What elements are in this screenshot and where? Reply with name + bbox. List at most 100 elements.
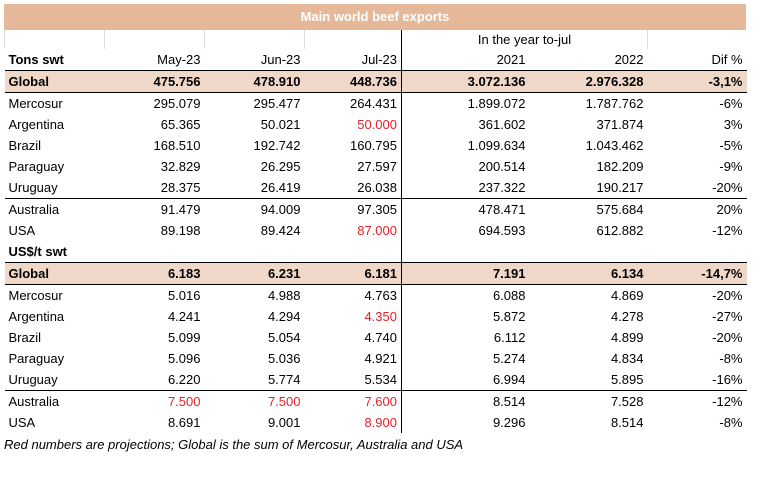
cell: 237.322 bbox=[478, 180, 526, 195]
cell: 4.241 bbox=[167, 309, 201, 324]
cell: 478.471 bbox=[401, 198, 530, 220]
cell: 4.834 bbox=[610, 351, 644, 366]
row-label: Argentina bbox=[8, 117, 65, 132]
data-row: Uruguay 6.220 5.774 5.534 6.994 5.895 -16% bbox=[5, 369, 747, 391]
cell: 200.514 bbox=[478, 159, 526, 174]
cell: 5.016 bbox=[167, 288, 201, 303]
cell: 7.191 bbox=[401, 262, 530, 285]
cell: 612.882 bbox=[596, 223, 644, 238]
cell: 91.479 bbox=[104, 198, 205, 220]
header-cell bbox=[647, 241, 747, 263]
cell: 4.278 bbox=[610, 309, 644, 324]
table-container: Main world beef exports In the year to-j… bbox=[4, 4, 747, 452]
cell: 192.742 bbox=[253, 138, 301, 153]
cell: -8% bbox=[719, 415, 743, 430]
cell: 4.740 bbox=[304, 327, 402, 348]
cell: 32.829 bbox=[160, 159, 201, 174]
header-cell: Tons swt bbox=[4, 49, 105, 71]
cell: 26.419 bbox=[260, 180, 301, 195]
cell: -9% bbox=[719, 159, 743, 174]
row-label: Global bbox=[4, 70, 105, 93]
header-cell bbox=[104, 241, 205, 263]
cell: 87.000 bbox=[304, 220, 402, 241]
cell: 6.994 bbox=[492, 372, 526, 387]
data-row: Argentina 4.241 4.294 4.350 5.872 4.278 -27% bbox=[5, 306, 747, 327]
cell: 6.183 bbox=[104, 262, 205, 285]
cell: -8% bbox=[719, 351, 743, 366]
cell: 1.899.072 bbox=[467, 96, 526, 111]
cell: 97.305 bbox=[304, 198, 402, 220]
cell: 7.500 bbox=[104, 390, 205, 412]
cell: 182.209 bbox=[596, 159, 644, 174]
data-row: USA 8.691 9.001 8.900 9.296 8.514 -8% bbox=[5, 412, 747, 433]
cell: 4.294 bbox=[267, 309, 301, 324]
header-cell bbox=[529, 241, 648, 263]
cell: 89.198 bbox=[160, 223, 201, 238]
header-cell: 2021 bbox=[401, 49, 530, 71]
cell: 6.088 bbox=[492, 288, 526, 303]
cell: 26.038 bbox=[304, 177, 402, 199]
row-label: Brazil bbox=[8, 138, 42, 153]
cell: 160.795 bbox=[304, 135, 402, 156]
row-label: USA bbox=[8, 223, 36, 238]
cell: 4.763 bbox=[304, 284, 402, 306]
cell: 28.375 bbox=[160, 180, 201, 195]
cell: 4.869 bbox=[610, 288, 644, 303]
cell: 3% bbox=[723, 117, 743, 132]
cell: 264.431 bbox=[304, 92, 402, 114]
cell: 5.534 bbox=[304, 369, 402, 391]
cell: 20% bbox=[647, 198, 747, 220]
cell: 5.096 bbox=[167, 351, 201, 366]
cell: 6.220 bbox=[167, 372, 201, 387]
cell: 1.043.462 bbox=[585, 138, 644, 153]
period-label: In the year to-jul bbox=[401, 30, 648, 49]
cell: 448.736 bbox=[304, 70, 402, 93]
cell: 4.921 bbox=[304, 348, 402, 369]
cell: 94.009 bbox=[204, 198, 305, 220]
data-row: Mercosur 5.016 4.988 4.763 6.088 4.869 -20% bbox=[5, 284, 747, 306]
cell: 5.774 bbox=[267, 372, 301, 387]
cell: 5.895 bbox=[610, 372, 644, 387]
header-row: Tons swt May-23 Jun-23 Jul-23 2021 2022 Dif % bbox=[4, 49, 747, 71]
row-label: Uruguay bbox=[8, 180, 58, 195]
cell: -5% bbox=[719, 138, 743, 153]
row-label: Brazil bbox=[8, 330, 42, 345]
cell: 5.099 bbox=[167, 330, 201, 345]
row-label: Australia bbox=[4, 198, 105, 220]
row-label: Paraguay bbox=[8, 159, 65, 174]
data-row: Uruguay 28.375 26.419 26.038 237.322 190.217 -… bbox=[5, 177, 747, 199]
data-row: Brazil 168.510 192.742 160.795 1.099.634 1.04… bbox=[5, 135, 747, 156]
cell: 8.514 bbox=[401, 390, 530, 412]
row-label: Mercosur bbox=[8, 96, 63, 111]
row-label: USA bbox=[8, 415, 36, 430]
cell: -16% bbox=[712, 372, 743, 387]
cell: 65.365 bbox=[160, 117, 201, 132]
cell: 5.036 bbox=[267, 351, 301, 366]
cell: -20% bbox=[712, 330, 743, 345]
cell: 475.756 bbox=[104, 70, 205, 93]
data-row: Australia 91.479 94.009 97.305 478.471 575.68… bbox=[4, 198, 747, 220]
cell: 8.691 bbox=[167, 415, 201, 430]
cell: 6.231 bbox=[204, 262, 305, 285]
row-label: Argentina bbox=[8, 309, 65, 324]
cell: 295.477 bbox=[253, 96, 301, 111]
cell: 5.274 bbox=[492, 351, 526, 366]
cell: 190.217 bbox=[596, 180, 644, 195]
cell: 4.988 bbox=[267, 288, 301, 303]
cell: -20% bbox=[712, 288, 743, 303]
cell: 3.072.136 bbox=[401, 70, 530, 93]
footnote: Red numbers are projections; Global is t… bbox=[4, 437, 464, 452]
cell: 89.424 bbox=[260, 223, 301, 238]
cell: -6% bbox=[719, 96, 743, 111]
header-cell bbox=[401, 241, 530, 263]
data-row: Global 475.756 478.910 448.736 3.072.136 2.97… bbox=[4, 70, 747, 93]
cell: -3,1% bbox=[647, 70, 747, 93]
cell: 7.528 bbox=[529, 390, 648, 412]
row-label: Mercosur bbox=[8, 288, 63, 303]
header-row: US$/t swt bbox=[4, 241, 747, 263]
cell: -12% bbox=[647, 390, 747, 412]
cell: 5.054 bbox=[267, 330, 301, 345]
cell: -27% bbox=[712, 309, 743, 324]
cell: 4.899 bbox=[610, 330, 644, 345]
cell: 27.597 bbox=[304, 156, 402, 177]
